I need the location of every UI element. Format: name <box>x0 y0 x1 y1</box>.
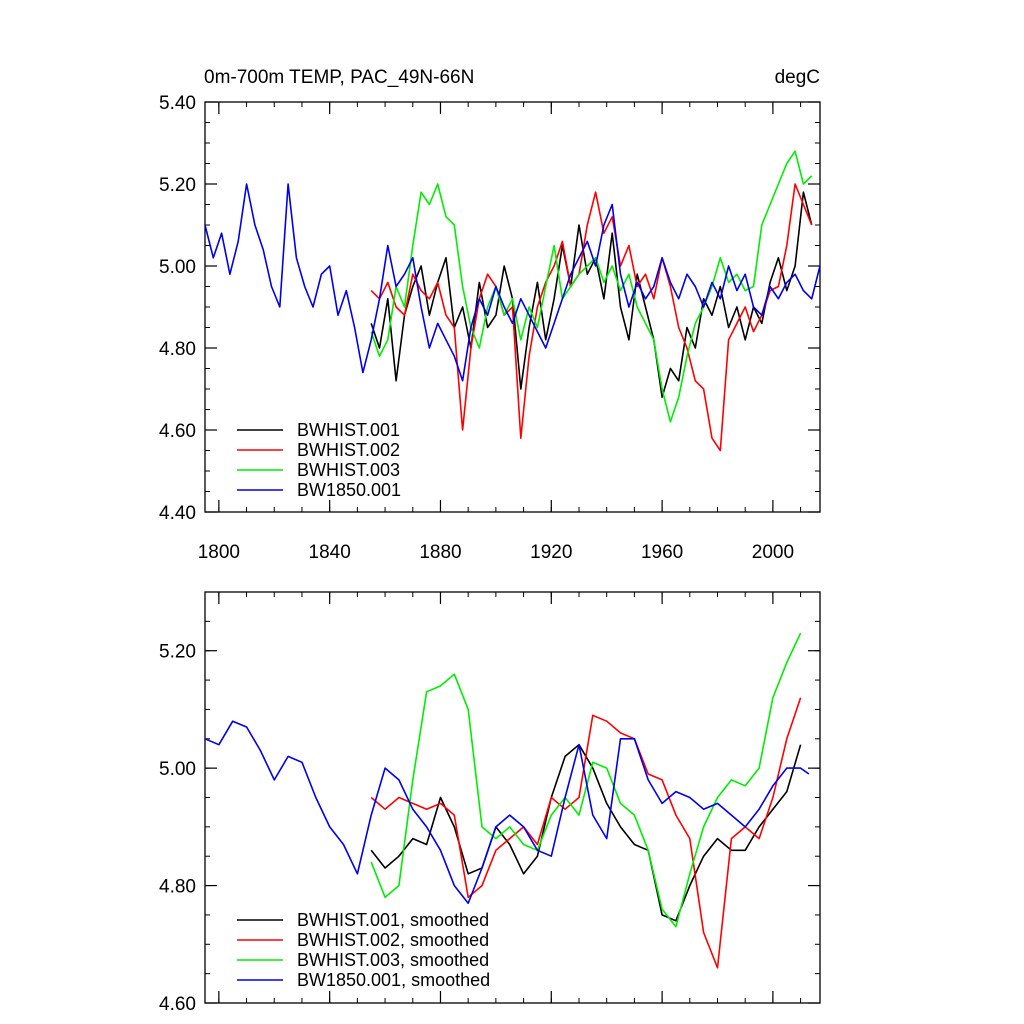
x-tick-label: 1880 <box>419 542 461 563</box>
x-tick-label: 1960 <box>641 542 683 563</box>
y-tick-label: 4.80 <box>159 339 196 360</box>
y-tick-label: 5.40 <box>159 93 196 114</box>
series-line-bw1850-001 <box>205 183 820 382</box>
legend-label: BW1850.001, smoothed <box>297 970 490 990</box>
series-line-bwhist-002 <box>370 183 813 452</box>
y-tick-label: 4.40 <box>159 503 196 524</box>
x-tick-label: 1800 <box>198 542 240 563</box>
x-tick-label: 1840 <box>309 542 351 563</box>
top-panel: 0m-700m TEMP, PAC_49N-66N degC 4.40 4.60 4… <box>159 67 821 563</box>
y-tick-label: 4.60 <box>159 994 196 1015</box>
series-line-bwhist-003-smoothed <box>370 632 802 928</box>
series-line-bwhist-001 <box>370 191 813 399</box>
legend-label: BWHIST.003, smoothed <box>297 950 489 970</box>
legend-label: BWHIST.001, smoothed <box>297 910 489 930</box>
x-tick-label: 2000 <box>752 542 794 563</box>
y-tick-label: 5.00 <box>159 257 196 278</box>
series-line-bwhist-002-smoothed <box>370 697 802 969</box>
y-tick-label: 5.20 <box>159 642 196 663</box>
y-tick-label: 5.20 <box>159 175 196 196</box>
legend-label: BWHIST.002, smoothed <box>297 930 489 950</box>
series-line-bw1850-001-smoothed <box>205 720 810 905</box>
series-line-bwhist-003 <box>370 150 813 423</box>
legend-label: BWHIST.002 <box>297 440 400 460</box>
legend-label: BWHIST.003 <box>297 460 400 480</box>
legend-label: BWHIST.001 <box>297 420 400 440</box>
top-panel-units: degC <box>775 67 820 88</box>
y-tick-label: 5.00 <box>159 759 196 780</box>
y-tick-label: 4.60 <box>159 421 196 442</box>
legend-label: BW1850.001 <box>297 480 401 500</box>
y-tick-label: 4.80 <box>159 877 196 898</box>
x-tick-label: 1920 <box>530 542 572 563</box>
top-panel-title: 0m-700m TEMP, PAC_49N-66N <box>204 67 474 88</box>
